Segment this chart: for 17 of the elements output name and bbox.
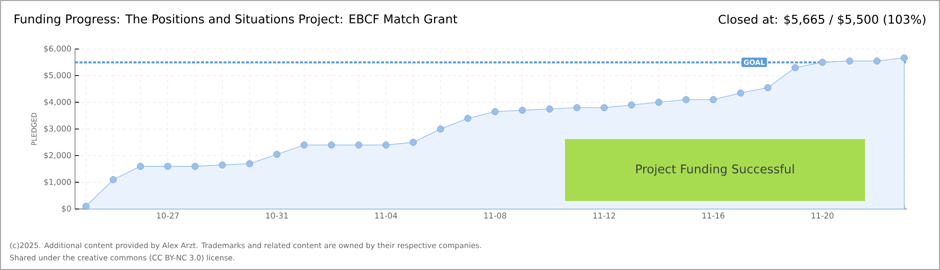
x-tick-label: 10-31	[266, 212, 288, 219]
x-tick-label: 11-04	[375, 212, 398, 219]
chart-title: Funding Progress: The Positions and Situations Project: EBCF Match Grant	[14, 14, 458, 26]
y-tick-label: $0	[62, 205, 71, 213]
y-tick-label: $6,000	[44, 45, 71, 53]
y-tick-label: $2,000	[44, 152, 71, 160]
y-tick-label: $3,000	[44, 125, 71, 133]
x-tick-label: 11-08	[484, 212, 506, 219]
text: Closed at: $5,665 / $5,500 (103%)	[718, 14, 926, 26]
x-tick-label: 10-27	[157, 212, 179, 219]
x-tick-label: 11-20	[812, 212, 834, 219]
y-tick-label: $4,000	[44, 98, 71, 106]
y-tick-label: $1,000	[44, 178, 71, 186]
annotation: Project Funding Successful	[636, 164, 794, 176]
x-tick-label: 11-12	[593, 212, 616, 218]
x-tick-label: 11-16	[702, 212, 724, 219]
y-tick-label: $5,000	[44, 72, 71, 80]
